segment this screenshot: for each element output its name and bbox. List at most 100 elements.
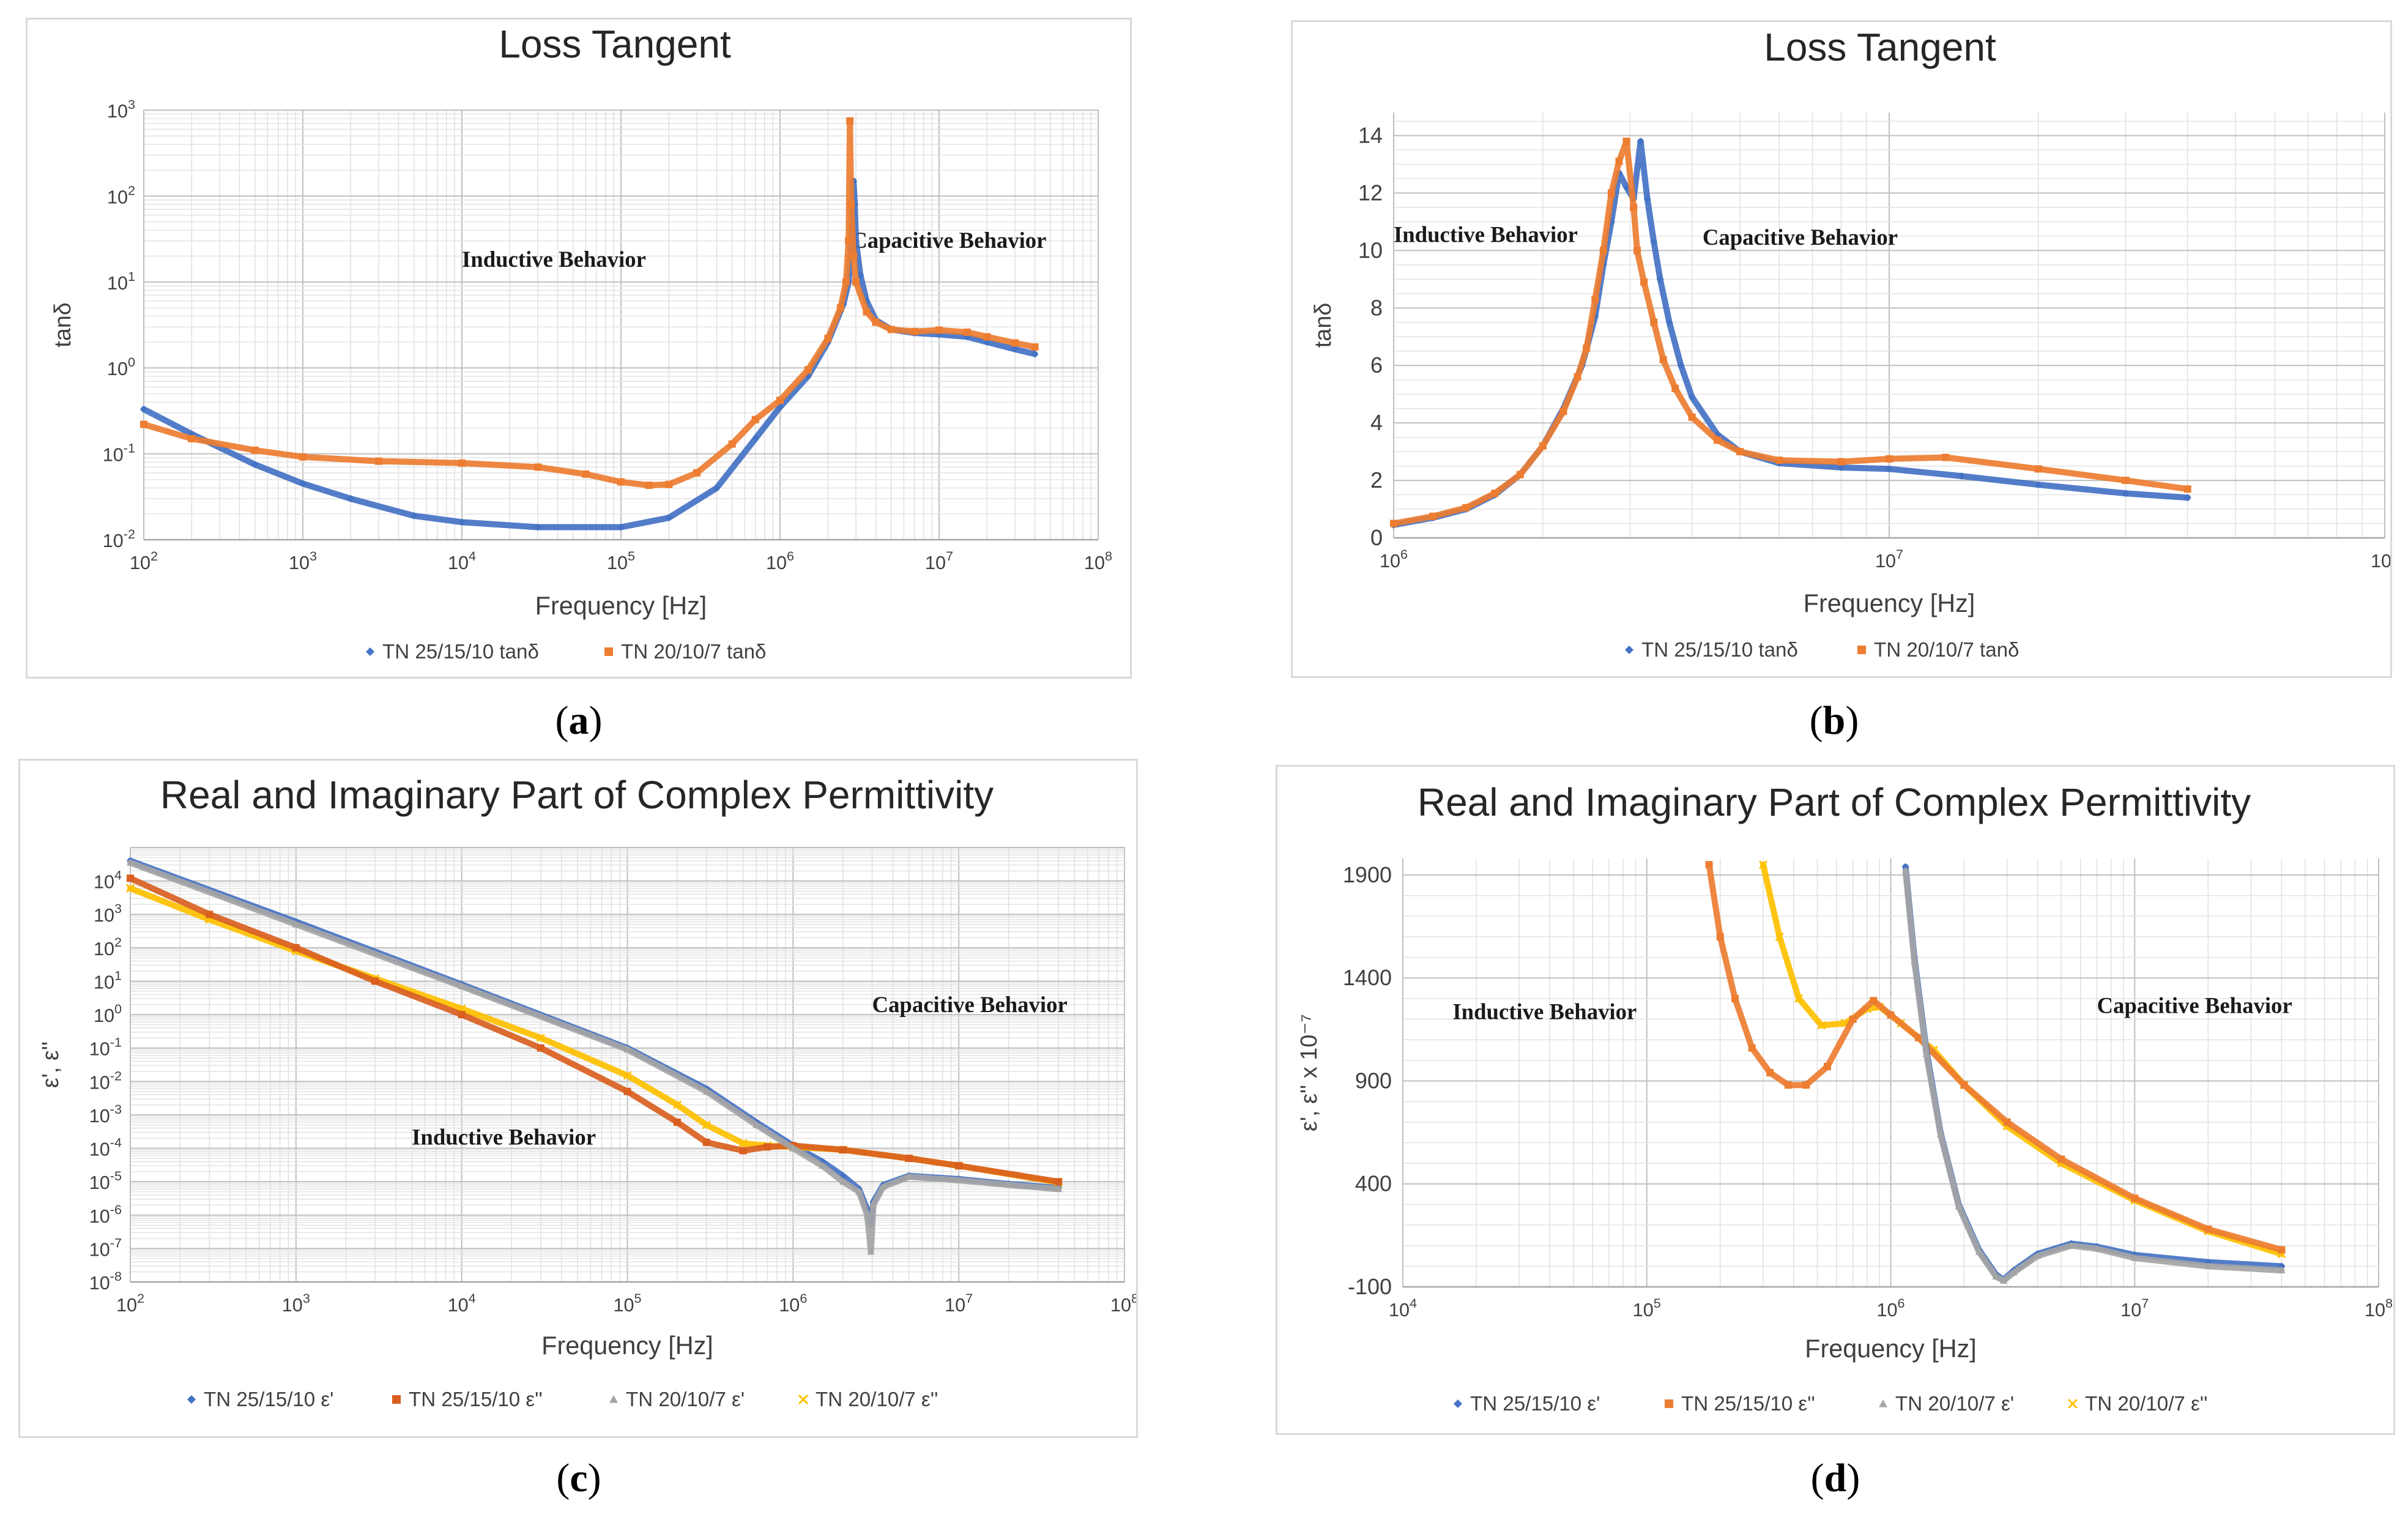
- data-point: [1640, 278, 1648, 286]
- data-point: [1031, 350, 1039, 358]
- series-line: [1760, 862, 2285, 1257]
- legend-marker: [2067, 1398, 2078, 1409]
- data-point: [127, 859, 134, 866]
- data-point: [1574, 373, 1581, 381]
- data-point: [855, 1188, 863, 1195]
- data-point: [702, 1087, 710, 1095]
- y-axis-label: ε', ε'': [38, 1041, 64, 1088]
- data-point: [847, 201, 855, 209]
- data-point: [836, 304, 844, 312]
- legend-label: TN 20/10/7 ε': [1895, 1393, 2014, 1415]
- data-point: [983, 333, 991, 341]
- series-TN 25/15/10 ε'': [1705, 861, 2286, 1254]
- data-point: [1802, 1081, 1810, 1089]
- x-tick-label: 107: [925, 548, 953, 573]
- series-TN 20/10/7 tanδ: [140, 117, 1039, 490]
- data-point: [1849, 1015, 1857, 1023]
- data-point: [804, 366, 812, 374]
- data-point: [292, 944, 300, 952]
- data-point: [2183, 494, 2191, 502]
- y-tick-label: 10-1: [103, 441, 135, 466]
- chart-title: Loss Tangent: [1764, 25, 1996, 69]
- data-point: [910, 327, 918, 335]
- data-point: [672, 1100, 682, 1109]
- data-point: [1886, 465, 1893, 473]
- x-tick-label: 106: [1876, 1295, 1904, 1321]
- data-point: [2183, 485, 2191, 493]
- data-point: [1688, 393, 1696, 401]
- y-tick-label: 10: [1358, 237, 1383, 263]
- data-point: [819, 1162, 827, 1169]
- data-point: [1958, 472, 1966, 480]
- data-point: [375, 457, 383, 465]
- x-tick-label: 108: [1110, 1291, 1136, 1316]
- series-line: [1391, 138, 2191, 528]
- x-tick-label: 103: [282, 1291, 310, 1316]
- data-point: [905, 1173, 913, 1180]
- y-tick-label: 4: [1370, 410, 1383, 435]
- data-point: [1775, 456, 1783, 464]
- y-tick-label: 10-5: [89, 1168, 122, 1193]
- data-point: [347, 495, 355, 503]
- data-point: [863, 1211, 871, 1218]
- data-point: [458, 982, 466, 989]
- data-point: [674, 1119, 682, 1127]
- series-line: [127, 859, 1062, 1255]
- data-point: [1887, 1011, 1895, 1019]
- series-TN 20/10/7 ε': [127, 859, 1063, 1255]
- data-point: [1591, 296, 1599, 304]
- behavior-annotation: Capacitive Behavior: [872, 992, 1068, 1017]
- grid: [143, 110, 1099, 541]
- data-point: [2122, 477, 2130, 485]
- data-point: [1390, 520, 1397, 527]
- y-axis-label: tanδ: [1310, 303, 1336, 348]
- y-tick-label: 1400: [1343, 965, 1392, 990]
- data-point: [665, 514, 673, 522]
- series-line: [141, 117, 1038, 489]
- data-point: [2034, 465, 2042, 473]
- data-point: [852, 278, 860, 286]
- data-point: [1491, 490, 1499, 497]
- data-point: [1992, 1273, 2000, 1280]
- chart-panel-c: Real and Imaginary Part of Complex Permi…: [18, 759, 1138, 1438]
- data-point: [1758, 860, 1768, 870]
- x-axis-label: Frequency [Hz]: [535, 592, 707, 620]
- x-tick-label: 104: [1389, 1295, 1417, 1321]
- data-point: [140, 405, 147, 413]
- y-tick-label: 10-6: [89, 1202, 122, 1227]
- data-point: [1960, 1081, 1968, 1089]
- y-tick-label: 400: [1355, 1171, 1392, 1196]
- data-point: [458, 1011, 466, 1019]
- data-point: [458, 518, 466, 526]
- y-tick-label: 10-2: [89, 1068, 122, 1093]
- data-point: [1599, 247, 1607, 255]
- x-tick-label: 106: [766, 548, 794, 573]
- data-point: [1659, 356, 1667, 363]
- legend-marker: [1857, 646, 1866, 654]
- x-tick-label: 102: [116, 1291, 144, 1316]
- data-point: [842, 278, 850, 286]
- data-point: [905, 1154, 913, 1162]
- y-tick-label: 8: [1370, 295, 1383, 320]
- legend-marker: [1625, 646, 1633, 654]
- data-point: [665, 480, 673, 488]
- data-point: [1766, 1069, 1774, 1076]
- data-point: [1622, 184, 1630, 192]
- data-point: [1031, 343, 1039, 351]
- data-point: [582, 470, 590, 478]
- data-point: [458, 459, 466, 467]
- legend-marker: [1454, 1399, 1462, 1408]
- legend-marker: [1879, 1399, 1887, 1407]
- data-point: [1462, 504, 1470, 512]
- data-point: [1714, 436, 1722, 444]
- chart-title: Loss Tangent: [499, 22, 731, 66]
- data-point: [534, 523, 542, 531]
- y-tick-label: 100: [94, 1001, 122, 1026]
- data-point: [1005, 1181, 1013, 1188]
- chart-title: Real and Imaginary Part of Complex Permi…: [1418, 780, 2251, 824]
- data-point: [1870, 997, 1878, 1005]
- data-point: [1633, 247, 1641, 255]
- data-point: [739, 1147, 747, 1155]
- data-point: [1775, 932, 1784, 941]
- data-point: [728, 440, 736, 448]
